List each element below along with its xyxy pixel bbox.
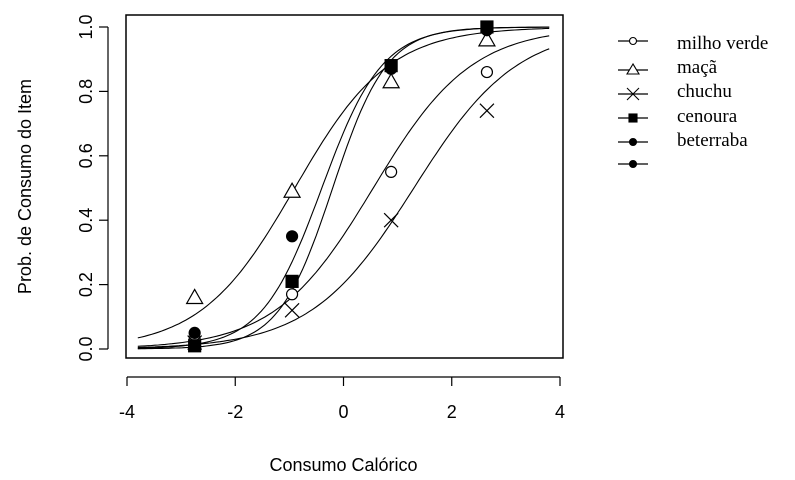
legend-item-5: beterraba xyxy=(618,130,748,151)
y-tick-label: 1.0 xyxy=(76,14,96,39)
data-point-2 xyxy=(185,288,204,305)
legend-label: milho verde xyxy=(677,33,768,54)
data-point-3 xyxy=(383,212,399,228)
data-point-4 xyxy=(188,339,202,353)
legend-marker xyxy=(628,159,638,169)
data-point-3 xyxy=(284,302,300,318)
legend-label: maçã xyxy=(677,57,718,78)
legend-marker xyxy=(628,113,638,123)
legend-marker xyxy=(628,36,638,46)
data-point-5 xyxy=(285,230,299,243)
legend-label: beterraba xyxy=(677,130,748,151)
legend-item-6 xyxy=(618,159,648,169)
y-tick-label: 0.0 xyxy=(76,336,96,361)
data-point-4 xyxy=(285,274,299,288)
x-tick-label: -2 xyxy=(227,402,243,422)
x-axis: -4 -2 0 2 4 xyxy=(119,376,565,422)
legend-item-2: maçã xyxy=(618,57,718,78)
y-axis: 0.0 0.2 0.4 0.6 0.8 1.0 xyxy=(76,14,109,362)
legend-marker xyxy=(626,62,640,75)
x-tick-label: 2 xyxy=(447,402,457,422)
data-point-2 xyxy=(382,72,401,89)
data-point-1 xyxy=(285,288,299,301)
markers-layer xyxy=(185,20,496,353)
y-tick-label: 0.6 xyxy=(76,143,96,168)
legend-item-3: chuchu xyxy=(618,81,732,102)
x-tick-label: 4 xyxy=(555,402,565,422)
plot-frame xyxy=(125,14,564,359)
legend-item-4: cenoura xyxy=(618,106,738,127)
data-point-1 xyxy=(480,65,494,79)
y-tick-label: 0.8 xyxy=(76,79,96,104)
y-axis-label: Prob. de Consumo do Item xyxy=(15,79,35,294)
x-tick-label: -4 xyxy=(119,402,135,422)
legend-marker xyxy=(628,137,638,147)
data-point-5 xyxy=(188,326,201,339)
y-tick-label: 0.4 xyxy=(76,208,96,233)
legend-label: chuchu xyxy=(677,81,732,102)
legend-marker xyxy=(626,87,640,101)
legend: milho verde maçã chuchu cenoura beterraba xyxy=(618,33,768,169)
series-line-3 xyxy=(137,48,550,349)
x-axis-label: Consumo Calórico xyxy=(269,455,417,475)
data-point-5 xyxy=(480,24,494,37)
data-point-1 xyxy=(385,165,398,178)
y-tick-label: 0.2 xyxy=(76,272,96,297)
legend-label: cenoura xyxy=(677,106,738,127)
data-point-5 xyxy=(385,62,398,75)
data-point-3 xyxy=(479,103,495,119)
x-tick-label: 0 xyxy=(338,402,348,422)
legend-item-1: milho verde xyxy=(618,33,768,54)
data-point-2 xyxy=(477,30,496,47)
data-point-2 xyxy=(283,182,302,198)
series-line-1 xyxy=(137,35,550,347)
